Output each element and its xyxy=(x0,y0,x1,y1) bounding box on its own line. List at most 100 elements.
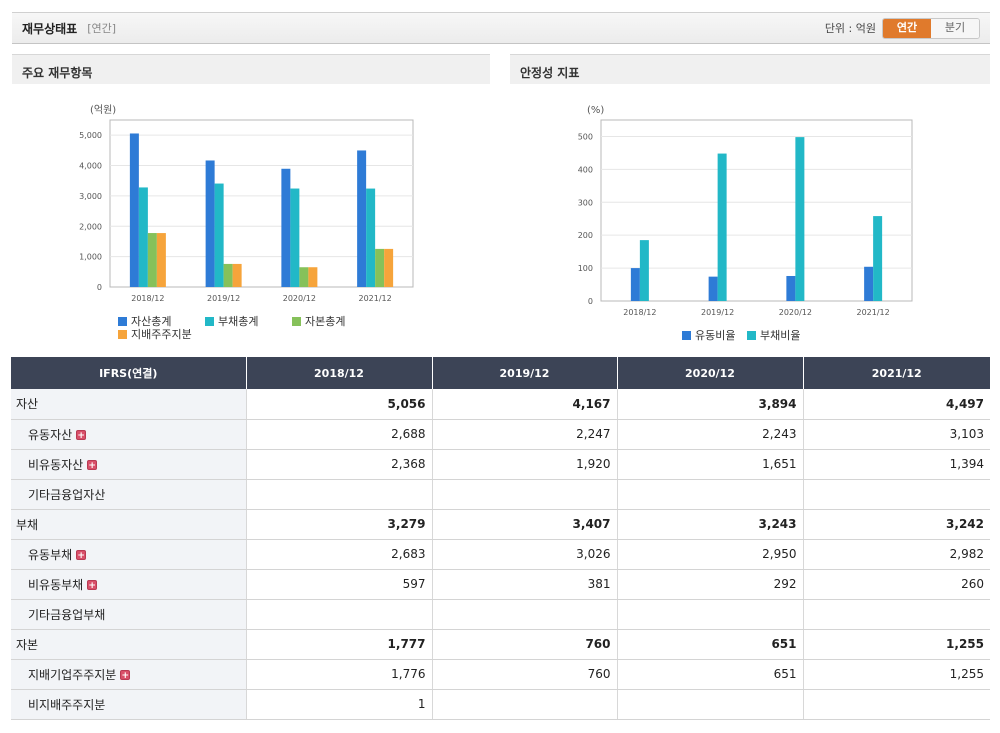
value-cell: 760 xyxy=(431,659,617,690)
row-label: 기타금융업부채 xyxy=(28,607,106,622)
value-cell: 5,056 xyxy=(245,389,432,420)
x-tick-label: 2020/12 xyxy=(283,294,316,303)
expand-plus-icon[interactable]: + xyxy=(87,459,98,471)
value-cell: 4,167 xyxy=(431,389,617,420)
table-row: 유동자산 +2,688 2,247 2,243 3,103 xyxy=(11,419,990,450)
row-label: 자산 xyxy=(16,397,39,412)
bar xyxy=(138,187,148,287)
expand-plus-icon[interactable]: + xyxy=(76,429,87,441)
unit-label: 단위 : 억원 xyxy=(824,22,876,35)
header-title-group: 재무상태표 [연간] xyxy=(22,20,116,37)
value-cell: 1,255 xyxy=(802,659,990,690)
row-label: 지배기업주주지분 xyxy=(28,667,117,682)
row-label-cell[interactable]: 지배기업주주지분 + xyxy=(11,659,246,690)
value-cell xyxy=(616,479,803,510)
bar xyxy=(214,183,224,287)
bar xyxy=(795,137,805,301)
value-cell: 260 xyxy=(802,569,990,600)
table-row: 지배기업주주지분 +1,776 760 651 1,255 xyxy=(11,659,990,690)
stability-chart-panel: 안정성 지표 (%) 0 100 200 300 400 500 2018/12 2019/12… xyxy=(510,54,990,354)
table-row: 유동부채 +2,683 3,026 2,950 2,982 xyxy=(11,539,990,570)
row-label-cell: 비지배주주지분 xyxy=(11,689,246,720)
value-cell: 1,651 xyxy=(616,449,803,480)
legend-label: 유동비율 xyxy=(695,329,735,342)
column-header: 2021/12 xyxy=(802,357,990,389)
quarter-toggle-button[interactable]: 분기 xyxy=(931,18,979,38)
bar xyxy=(129,133,139,287)
value-cell xyxy=(616,689,803,720)
bar xyxy=(864,266,874,301)
row-label: 비유동부채 xyxy=(28,577,84,592)
balance-sheet-header: 재무상태표 [연간] 단위 : 억원 연간 분기 xyxy=(12,12,990,44)
bar xyxy=(873,216,883,301)
y-tick-label: 100 xyxy=(578,264,593,273)
value-cell: 651 xyxy=(616,629,803,660)
value-cell xyxy=(802,599,990,630)
period-toggle: 연간 분기 xyxy=(882,17,980,39)
row-label-cell[interactable]: 유동자산 + xyxy=(11,419,246,450)
legend-swatch xyxy=(205,317,214,326)
x-tick-label: 2019/12 xyxy=(701,308,734,317)
legend-label: 지배주주지분 xyxy=(131,328,192,341)
row-label-cell: 자산 xyxy=(11,389,246,420)
x-tick-label: 2018/12 xyxy=(623,308,656,317)
row-label-cell[interactable]: 비유동부채 + xyxy=(11,569,246,600)
row-label: 비지배주주지분 xyxy=(28,697,106,712)
row-label: 비유동자산 xyxy=(28,457,84,472)
x-tick-label: 2018/12 xyxy=(131,294,164,303)
legend-swatch xyxy=(292,317,301,326)
bar xyxy=(384,248,394,287)
value-cell: 1,920 xyxy=(431,449,617,480)
table-row: 비유동부채 +597 381 292 260 xyxy=(11,569,990,600)
value-cell: 2,243 xyxy=(616,419,803,450)
column-header: 2018/12 xyxy=(245,357,432,389)
x-tick-label: 2019/12 xyxy=(207,294,240,303)
table-body: 자산 5,056 4,167 3,894 4,497 유동자산 +2,688 2,247 2,2… xyxy=(11,389,990,720)
y-tick-label: 4,000 xyxy=(79,162,102,171)
expand-plus-icon[interactable]: + xyxy=(120,669,131,681)
table-row: 부채 3,279 3,407 3,243 3,242 xyxy=(11,509,990,540)
expand-plus-icon[interactable]: + xyxy=(76,549,87,561)
value-cell: 3,026 xyxy=(431,539,617,570)
value-cell: 2,950 xyxy=(616,539,803,570)
key-items-chart-panel: 주요 재무항목 (억원) 0 1,000 2,000 3,000 4,000 5,000 20… xyxy=(12,54,490,354)
chart-unit-label: (%) xyxy=(587,105,604,116)
table-row: 자산 5,056 4,167 3,894 4,497 xyxy=(11,389,990,420)
row-label: 부채 xyxy=(16,517,39,532)
value-cell xyxy=(431,689,617,720)
plot-area xyxy=(600,119,913,302)
row-label-cell[interactable]: 유동부채 + xyxy=(11,539,246,570)
expand-plus-icon[interactable]: + xyxy=(87,579,98,591)
period-subtitle: [연간] xyxy=(87,22,117,35)
legend-swatch xyxy=(682,331,691,340)
value-cell: 3,279 xyxy=(245,509,432,540)
value-cell: 2,683 xyxy=(245,539,432,570)
y-tick-label: 500 xyxy=(578,132,593,141)
table-row: 기타금융업자산 xyxy=(11,479,990,510)
x-tick-label: 2020/12 xyxy=(779,308,812,317)
value-cell: 381 xyxy=(431,569,617,600)
row-label-cell: 부채 xyxy=(11,509,246,540)
legend-swatch xyxy=(118,317,127,326)
value-cell: 2,368 xyxy=(245,449,432,480)
y-tick-label: 300 xyxy=(578,198,593,207)
annual-toggle-button[interactable]: 연간 xyxy=(883,18,931,38)
bar xyxy=(205,160,215,287)
bar xyxy=(375,248,385,287)
row-label-cell: 기타금융업자산 xyxy=(11,479,246,510)
value-cell xyxy=(431,479,617,510)
value-cell: 1,776 xyxy=(245,659,432,690)
y-tick-label: 200 xyxy=(578,231,593,240)
row-label: 유동부채 xyxy=(28,547,73,562)
value-cell: 760 xyxy=(431,629,617,660)
column-header: 2020/12 xyxy=(616,357,803,389)
row-label-cell[interactable]: 비유동자산 + xyxy=(11,449,246,480)
key-items-chart-title: 주요 재무항목 xyxy=(12,54,490,84)
key-items-chart: (억원) 0 1,000 2,000 3,000 4,000 5,000 2018/12 201… xyxy=(79,104,414,341)
legend-swatch xyxy=(747,331,756,340)
value-cell: 3,103 xyxy=(802,419,990,450)
value-cell: 1 xyxy=(245,689,432,720)
row-label: 기타금융업자산 xyxy=(28,487,106,502)
y-tick-label: 1,000 xyxy=(79,253,102,262)
legend-swatch xyxy=(118,330,127,339)
